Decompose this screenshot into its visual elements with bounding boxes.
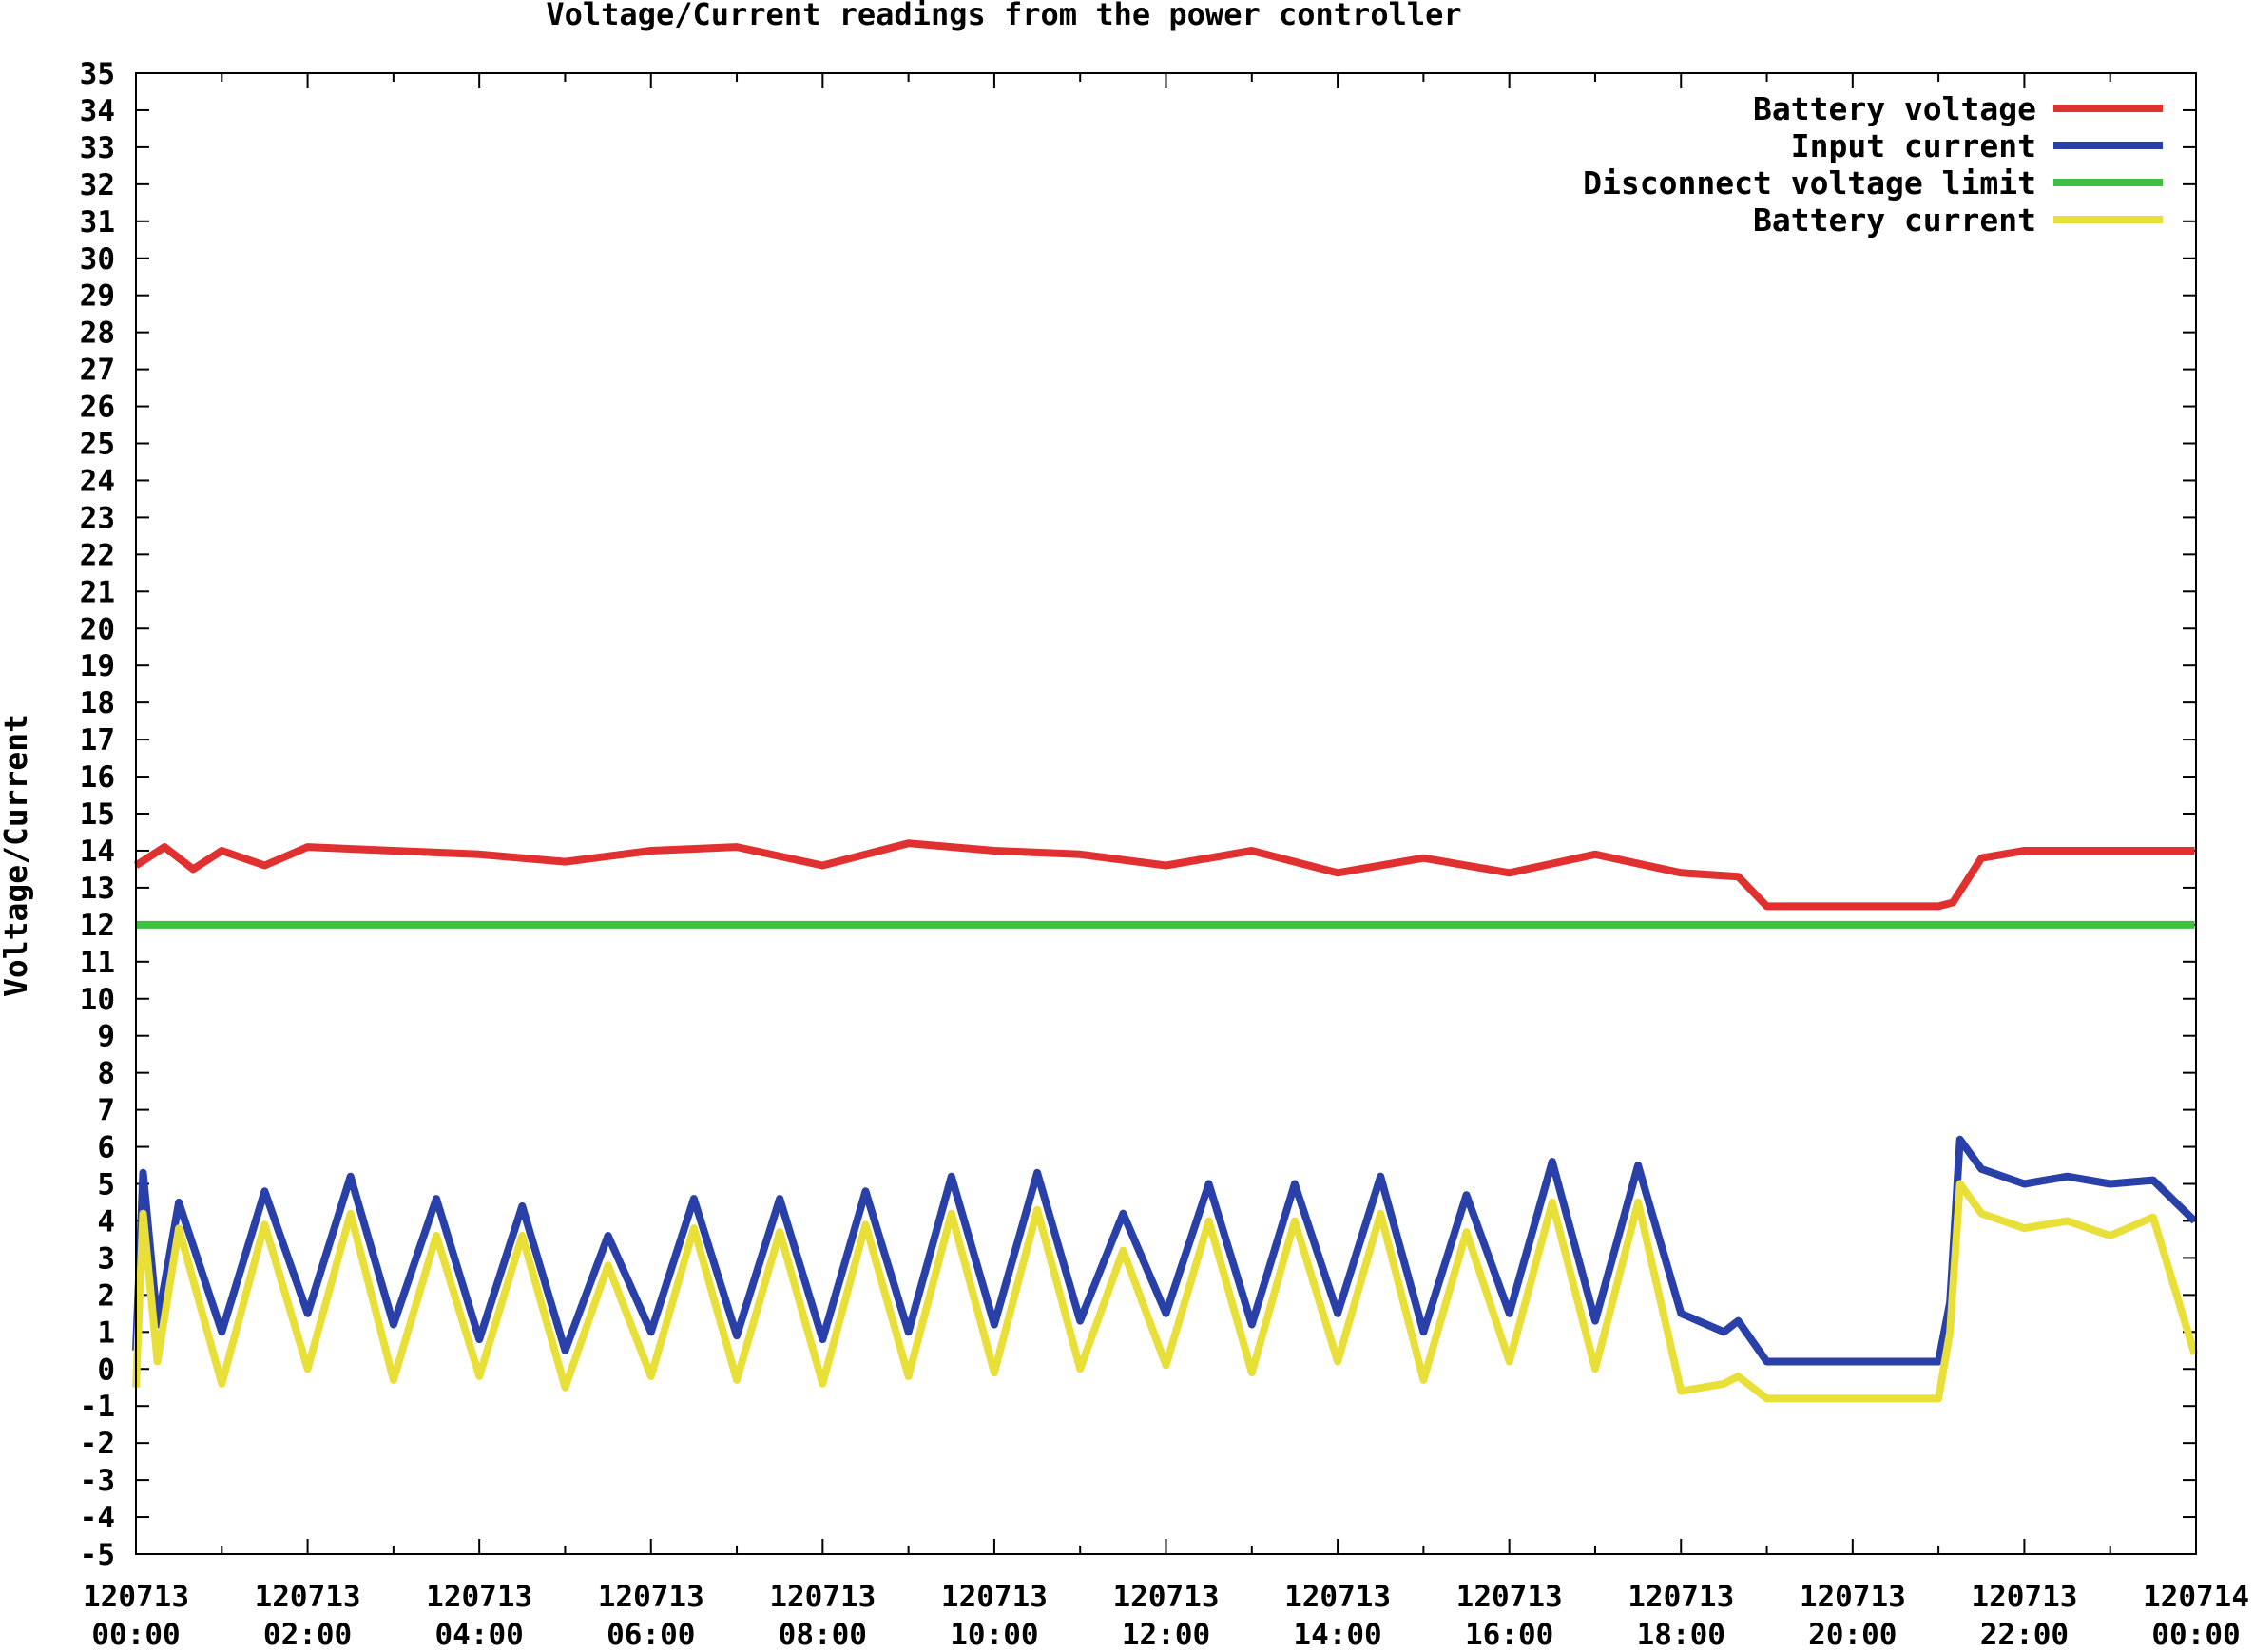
y-tick-label: 32 [80,168,115,202]
x-tick-label-date: 120713 [426,1580,532,1614]
y-tick-label: -5 [80,1538,115,1572]
y-tick-label: 24 [80,464,115,498]
y-tick-label: 27 [80,354,115,388]
y-tick-label: 31 [80,205,115,240]
y-tick-label: 0 [97,1353,115,1387]
y-tick-label: -2 [80,1427,115,1461]
x-tick-label-date: 120713 [1628,1580,1734,1614]
y-tick-label: 28 [80,317,115,351]
y-tick-label: 35 [80,57,115,91]
y-tick-label: 15 [80,797,115,832]
x-tick-label-time: 14:00 [1293,1618,1381,1652]
y-tick-label: 29 [80,279,115,314]
y-axis: -5-4-3-2-1012345678910111213141516171819… [80,57,2196,1572]
y-tick-label: -3 [80,1464,115,1498]
y-tick-label: 25 [80,428,115,462]
y-tick-label: 17 [80,723,115,758]
y-tick-label: 10 [80,983,115,1017]
y-tick-label: 1 [97,1316,115,1350]
y-tick-label: -4 [80,1501,115,1535]
y-tick-label: 14 [80,835,115,869]
chart-title: Voltage/Current readings from the power … [546,0,1461,32]
x-tick-label-date: 120713 [1113,1580,1220,1614]
x-tick-label-time: 22:00 [1980,1618,2069,1652]
y-tick-label: 19 [80,649,115,683]
x-tick-label-time: 20:00 [1808,1618,1897,1652]
series-line [133,839,2195,911]
plot-frame [135,72,2197,1555]
plot-series [132,839,2199,1403]
x-tick-label-time: 00:00 [91,1618,180,1652]
y-tick-label: 4 [97,1204,115,1239]
y-tick-label: 3 [97,1241,115,1276]
y-tick-label: -1 [80,1390,115,1424]
y-tick-label: 21 [80,575,115,609]
y-tick-label: 9 [97,1020,115,1054]
x-tick-label-time: 02:00 [263,1618,352,1652]
y-tick-label: 34 [80,94,115,128]
x-tick-label-date: 120713 [255,1580,361,1614]
legend-label: Input current [1791,127,2036,164]
series-line [132,1180,2199,1403]
y-tick-label: 13 [80,872,115,906]
x-tick-label-time: 08:00 [779,1618,867,1652]
y-tick-label: 30 [80,242,115,277]
y-tick-label: 26 [80,391,115,425]
x-tick-label-time: 12:00 [1122,1618,1210,1652]
y-axis-label: Voltage/Current [0,714,34,997]
x-tick-label-date: 120713 [1800,1580,1906,1614]
y-tick-label: 33 [80,131,115,165]
x-tick-label-time: 06:00 [607,1618,695,1652]
y-tick-label: 2 [97,1278,115,1313]
y-tick-label: 18 [80,686,115,720]
y-tick-label: 16 [80,760,115,795]
y-tick-label: 6 [97,1131,115,1165]
y-tick-label: 12 [80,909,115,943]
x-tick-label-date: 120713 [1284,1580,1391,1614]
y-tick-label: 23 [80,501,115,535]
y-tick-label: 20 [80,612,115,646]
x-tick-label-date: 120713 [1456,1580,1563,1614]
y-tick-label: 5 [97,1168,115,1202]
x-tick-label-time: 16:00 [1465,1618,1553,1652]
y-tick-label: 8 [97,1057,115,1091]
x-tick-label-time: 18:00 [1637,1618,1725,1652]
y-tick-label: 11 [80,946,115,980]
x-tick-label-time: 00:00 [2151,1618,2240,1652]
x-axis: 12071300:0012071302:0012071304:001207130… [83,73,2249,1652]
series-line [132,1135,2198,1366]
x-tick-label-date: 120713 [769,1580,876,1614]
legend-label: Battery voltage [1753,90,2036,127]
legend-label: Disconnect voltage limit [1583,164,2036,202]
x-tick-label-date: 120713 [83,1580,189,1614]
y-tick-label: 22 [80,538,115,572]
x-tick-label-time: 04:00 [435,1618,524,1652]
legend-label: Battery current [1753,202,2036,239]
y-tick-label: 7 [97,1094,115,1128]
x-tick-label-date: 120714 [2143,1580,2249,1614]
x-tick-label-date: 120713 [598,1580,704,1614]
x-tick-label-date: 120713 [1971,1580,2077,1614]
x-tick-label-time: 10:00 [950,1618,1038,1652]
x-tick-label-date: 120713 [941,1580,1048,1614]
